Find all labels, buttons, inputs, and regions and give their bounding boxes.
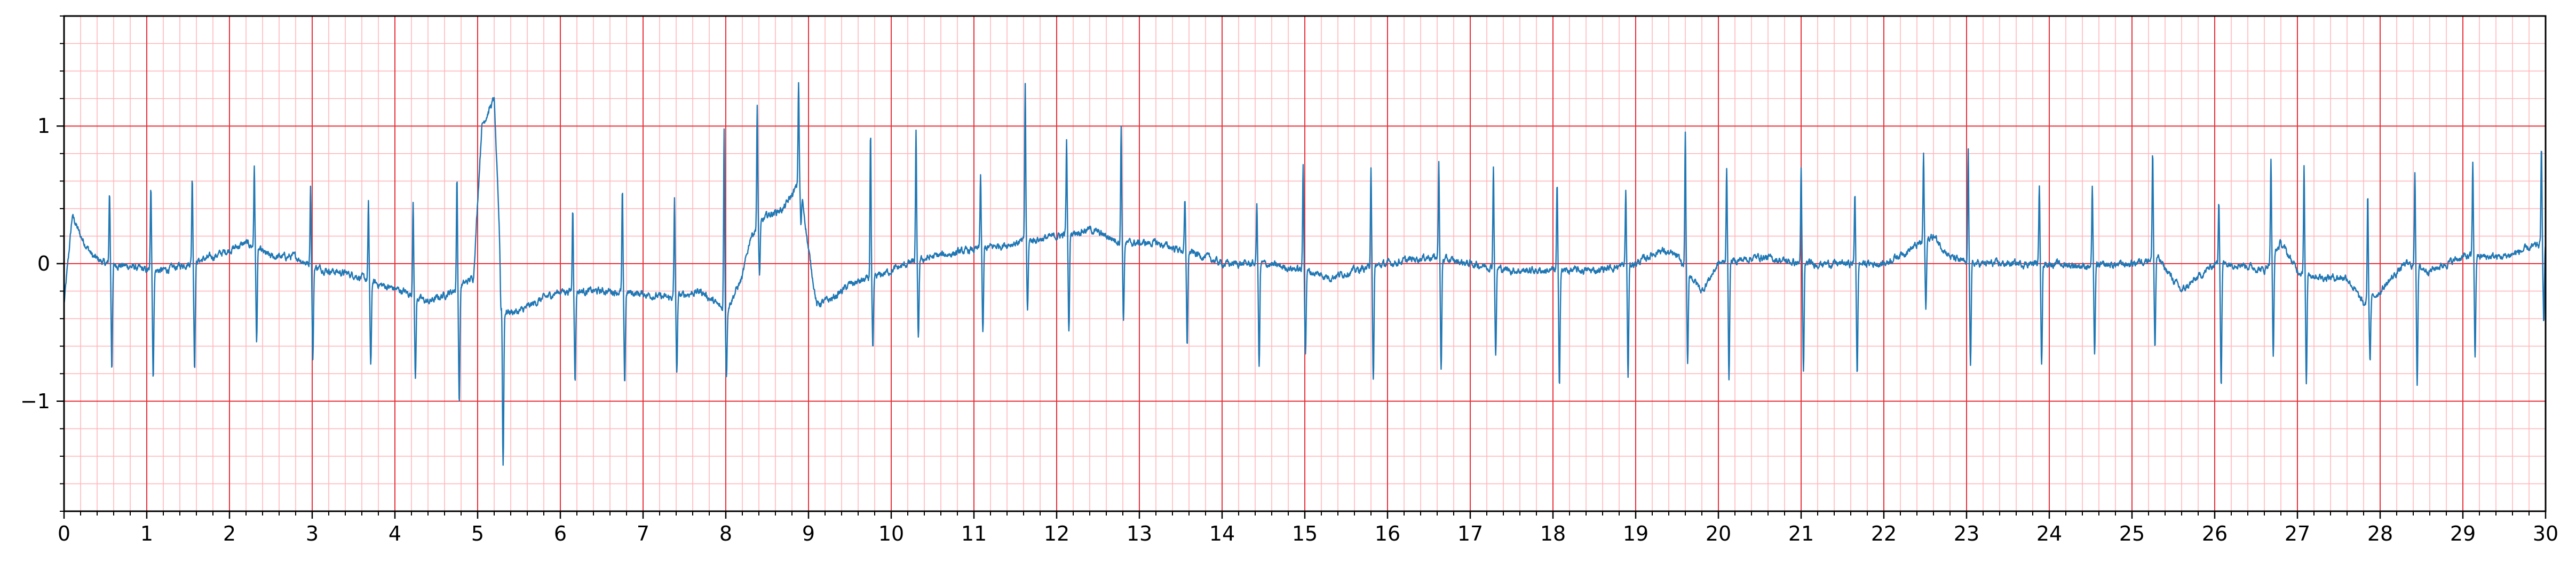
- x-tick-label: 7: [637, 522, 649, 545]
- x-tick-label: 13: [1127, 522, 1152, 545]
- x-tick-label: 8: [719, 522, 732, 545]
- x-tick-label: 0: [58, 522, 70, 545]
- x-tick-label: 25: [2119, 522, 2145, 545]
- ecg-trace-line: [64, 82, 2546, 466]
- x-tick-label: 27: [2285, 522, 2310, 545]
- x-tick-label: 1: [140, 522, 153, 545]
- x-tick-label: 6: [554, 522, 567, 545]
- y-axis: −1 0 1: [20, 15, 64, 512]
- x-tick-label: 18: [1540, 522, 1566, 545]
- x-tick-label: 14: [1209, 522, 1235, 545]
- x-tick-label: 11: [961, 522, 987, 545]
- x-tick-label: 26: [2202, 522, 2228, 545]
- x-tick-label: 3: [306, 522, 319, 545]
- x-tick-label: 10: [878, 522, 904, 545]
- x-tick-label: 5: [471, 522, 484, 545]
- x-tick-label: 4: [389, 522, 401, 545]
- x-tick-label: 22: [1871, 522, 1897, 545]
- x-axis: 0 1 2 3 4 5 6 7 8 9 10 11 12 13 14 15 16 17 18 19 20 21 22 23 24…: [58, 511, 2558, 545]
- x-tick-label: 30: [2533, 522, 2558, 545]
- x-tick-label: 19: [1623, 522, 1648, 545]
- x-tick-label: 2: [223, 522, 236, 545]
- plot-area: [63, 15, 2547, 512]
- x-tick-label: 17: [1457, 522, 1483, 545]
- y-tick-label: −1: [20, 390, 50, 413]
- x-tick-label: 28: [2367, 522, 2393, 545]
- series-layer: [64, 82, 2546, 466]
- x-tick-label: 12: [1044, 522, 1069, 545]
- x-tick-label: 9: [802, 522, 815, 545]
- x-tick-label: 21: [1788, 522, 1814, 545]
- y-tick-label: 0: [37, 252, 50, 275]
- x-tick-label: 20: [1706, 522, 1731, 545]
- x-tick-label: 23: [1954, 522, 1979, 545]
- x-tick-label: 24: [2036, 522, 2062, 545]
- x-tick-label: 15: [1292, 522, 1318, 545]
- x-tick-label: 29: [2450, 522, 2476, 545]
- x-tick-label: 16: [1375, 522, 1400, 545]
- y-tick-label: 1: [37, 114, 50, 138]
